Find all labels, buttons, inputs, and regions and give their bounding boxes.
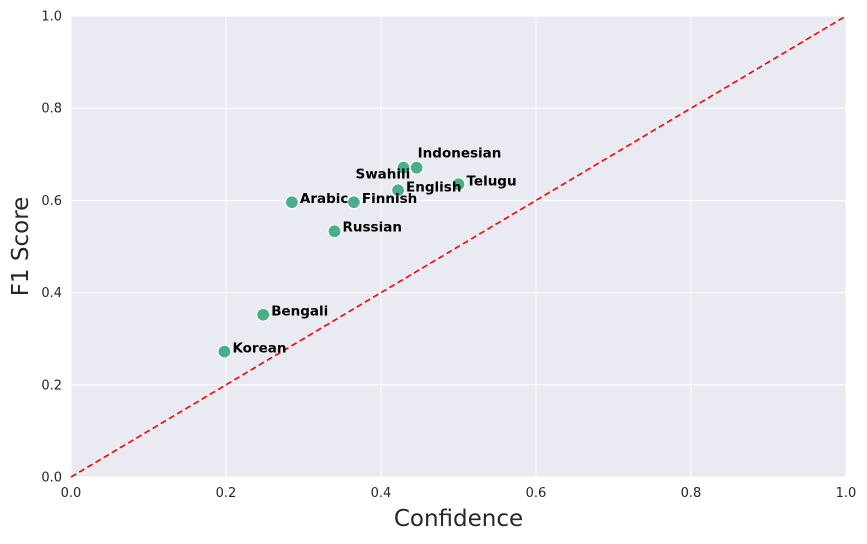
data-points <box>217 160 466 359</box>
x-tick-label: 0.2 <box>216 486 237 501</box>
point-label-finnish: Finnish <box>362 191 417 207</box>
point-label-arabic: Arabic <box>300 191 349 207</box>
data-point-arabic <box>284 195 299 210</box>
y-axis-title: F1 Score <box>8 197 34 297</box>
data-point-bengali <box>256 307 271 322</box>
x-tick-label: 0.0 <box>61 486 82 501</box>
x-tick-label: 1.0 <box>836 486 857 501</box>
y-tick-label: 0.2 <box>41 378 62 393</box>
y-tick-label: 0.4 <box>41 286 62 301</box>
data-point-indonesian <box>409 160 424 175</box>
x-tick-label: 0.8 <box>681 486 702 501</box>
data-point-korean <box>217 344 232 359</box>
data-point-english <box>390 183 406 198</box>
point-label-bengali: Bengali <box>271 304 328 320</box>
y-tick-label: 1.0 <box>41 10 62 25</box>
grid-lines <box>70 15 847 478</box>
point-label-english: English <box>406 179 461 195</box>
point-label-telugu: Telugu <box>467 173 517 189</box>
y-tick-label: 0.8 <box>41 102 62 117</box>
y-tick-label: 0.6 <box>41 194 62 209</box>
y-tick-labels: 0.0 0.2 0.4 0.6 0.8 1.0 <box>41 10 62 486</box>
point-label-indonesian: Indonesian <box>418 146 502 162</box>
x-tick-label: 0.4 <box>371 486 392 501</box>
x-tick-labels: 0.0 0.2 0.4 0.6 0.8 1.0 <box>61 486 857 501</box>
x-axis-title: Confidence <box>394 506 523 532</box>
point-label-korean: Korean <box>232 341 286 357</box>
data-point-russian <box>327 224 342 239</box>
data-point-finnish <box>346 195 361 210</box>
point-labels: Korean Bengali Arabic Russian FinnishEnglish… <box>232 146 516 357</box>
reference-diagonal-line <box>70 15 847 478</box>
point-label-swahili: Swahili <box>355 167 410 183</box>
y-tick-label: 0.0 <box>41 471 62 486</box>
x-tick-label: 0.6 <box>526 486 547 501</box>
data-point-telugu <box>451 177 466 192</box>
point-label-russian: Russian <box>343 219 402 235</box>
